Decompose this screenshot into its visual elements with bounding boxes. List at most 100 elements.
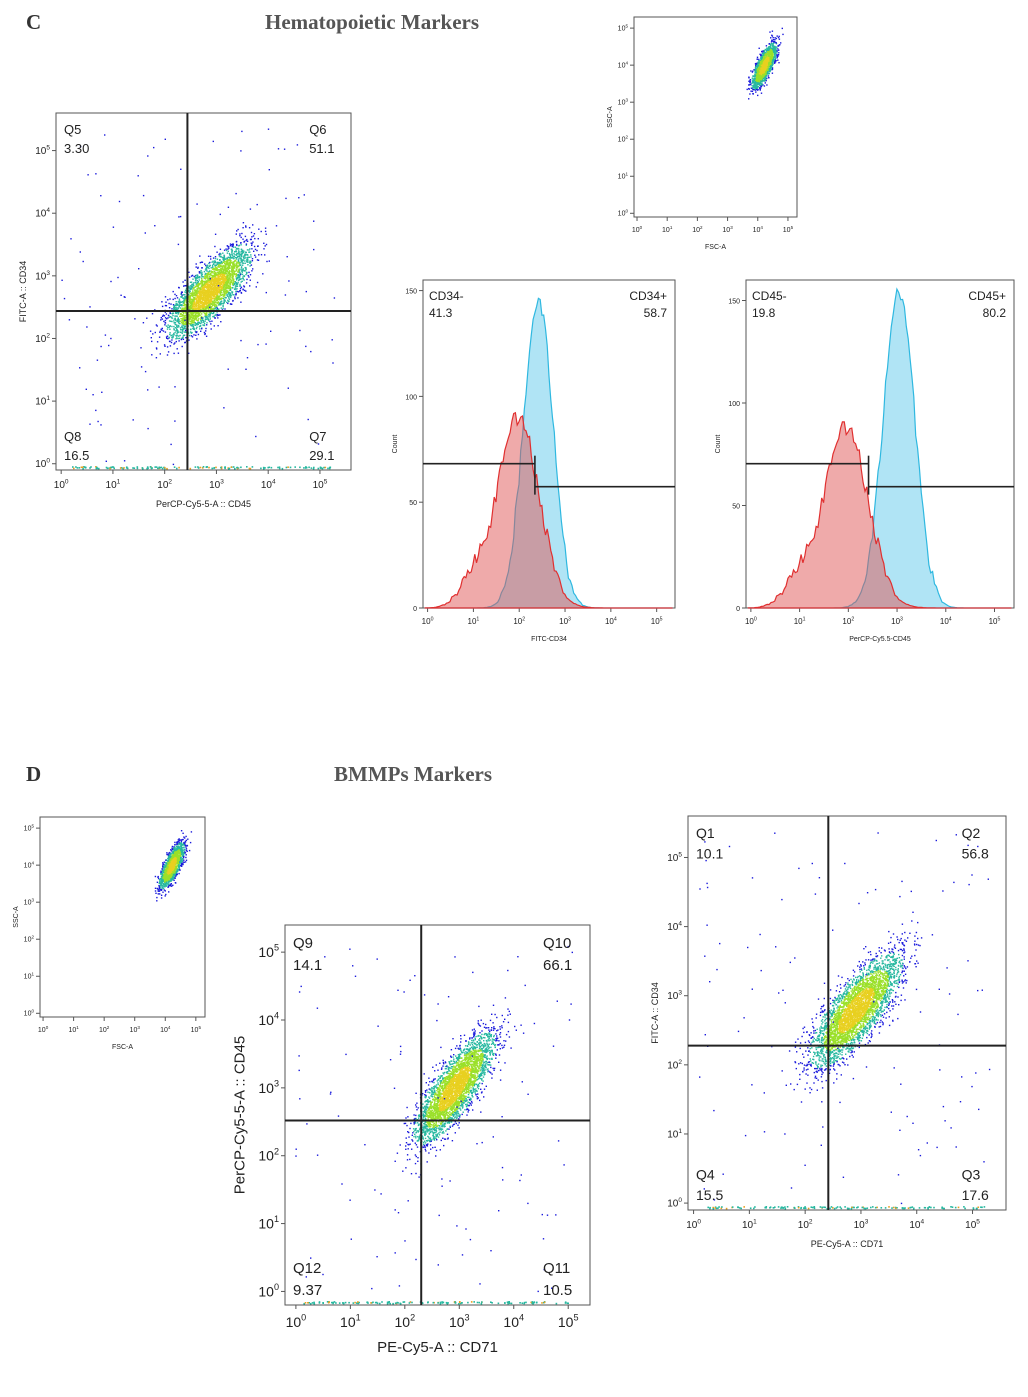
event-dot (181, 326, 183, 328)
event-dot (223, 280, 226, 282)
event-dot (202, 297, 205, 300)
event-dot (257, 259, 260, 261)
event-dot (755, 66, 757, 68)
event-dot (177, 337, 179, 340)
event-dot (769, 48, 771, 50)
y-tick-label: 102 (618, 135, 629, 144)
event-dot (215, 284, 218, 286)
event-dot (197, 313, 199, 315)
event-dot (190, 305, 192, 307)
event-dot (759, 82, 761, 84)
event-dot (195, 275, 197, 277)
event-dot (237, 281, 239, 284)
event-dot (212, 293, 215, 295)
event-dot (772, 48, 775, 50)
event-dot (199, 313, 201, 315)
event-dot (173, 320, 175, 322)
event-dot (213, 297, 215, 299)
event-dot (185, 319, 187, 321)
event-dot (225, 282, 228, 284)
event-dot (189, 297, 191, 299)
event-dot (184, 297, 187, 299)
event-dot (208, 319, 210, 322)
event-dot (196, 274, 198, 276)
event-dot (228, 289, 231, 291)
event-dot (200, 309, 202, 311)
event-dot (224, 299, 226, 301)
event-dot (758, 76, 760, 78)
event-dot (226, 260, 229, 262)
event-dot (218, 281, 221, 284)
event-dot (110, 466, 113, 469)
event-dot (773, 50, 776, 52)
event-dot (198, 303, 200, 305)
event-dot (173, 328, 175, 330)
event-dot (227, 279, 229, 282)
event-dot (217, 277, 220, 279)
event-dot (754, 89, 757, 91)
event-dot (762, 55, 764, 57)
fsc-ssc-scatter-plot-c: 100 101 102 103 104 105 100 101 102 103 104 105 FSC-… (598, 12, 803, 252)
event-dot (195, 298, 197, 300)
event-dot (201, 303, 204, 306)
event-dot (208, 306, 210, 309)
event-dot (188, 276, 191, 278)
event-dot (236, 256, 239, 258)
event-dot (230, 466, 233, 468)
event-dot (214, 314, 216, 316)
event-dot (181, 295, 183, 298)
event-dot (229, 259, 231, 262)
event-dot (138, 268, 140, 270)
event-dot (199, 296, 201, 298)
event-dot (757, 85, 759, 88)
event-dot (207, 300, 209, 302)
event-dot (763, 73, 765, 75)
event-dot (216, 263, 218, 265)
event-dot (219, 264, 221, 266)
event-dot (175, 324, 178, 326)
event-dot (232, 280, 234, 282)
event-dot (762, 50, 764, 52)
event-dot (253, 250, 255, 252)
event-dot (226, 301, 228, 304)
event-dot (149, 330, 152, 332)
event-dot (184, 323, 186, 325)
event-dot (220, 321, 222, 323)
event-dot (187, 296, 190, 298)
event-dot (109, 467, 111, 470)
event-dot (164, 296, 167, 298)
event-dot (190, 335, 193, 337)
event-dot (193, 296, 195, 299)
event-dot (205, 327, 207, 330)
event-dot (176, 315, 178, 317)
event-dot (188, 293, 190, 296)
event-dot (761, 56, 763, 58)
event-dot (771, 40, 774, 42)
event-dot (183, 317, 186, 320)
event-dot (260, 254, 263, 256)
event-dot (220, 288, 223, 290)
event-dot (777, 48, 779, 50)
event-dot (248, 256, 250, 258)
event-dot (146, 317, 148, 319)
event-dot (220, 275, 222, 277)
event-dot (223, 407, 225, 409)
event-dot (239, 272, 241, 274)
event-dot (171, 320, 173, 323)
event-dot (185, 315, 187, 317)
event-dot (766, 69, 768, 71)
event-dot (176, 308, 178, 311)
event-dot (198, 299, 200, 301)
event-dot (227, 287, 229, 290)
event-dot (208, 291, 210, 293)
event-dot (754, 69, 756, 72)
event-dot (768, 43, 771, 45)
event-dot (195, 298, 198, 301)
event-dot (190, 325, 193, 327)
event-dot (758, 67, 761, 69)
event-dot (771, 52, 774, 54)
event-dot (173, 322, 175, 324)
event-dot (235, 250, 238, 253)
event-dot (232, 299, 234, 302)
event-dot (207, 318, 209, 321)
